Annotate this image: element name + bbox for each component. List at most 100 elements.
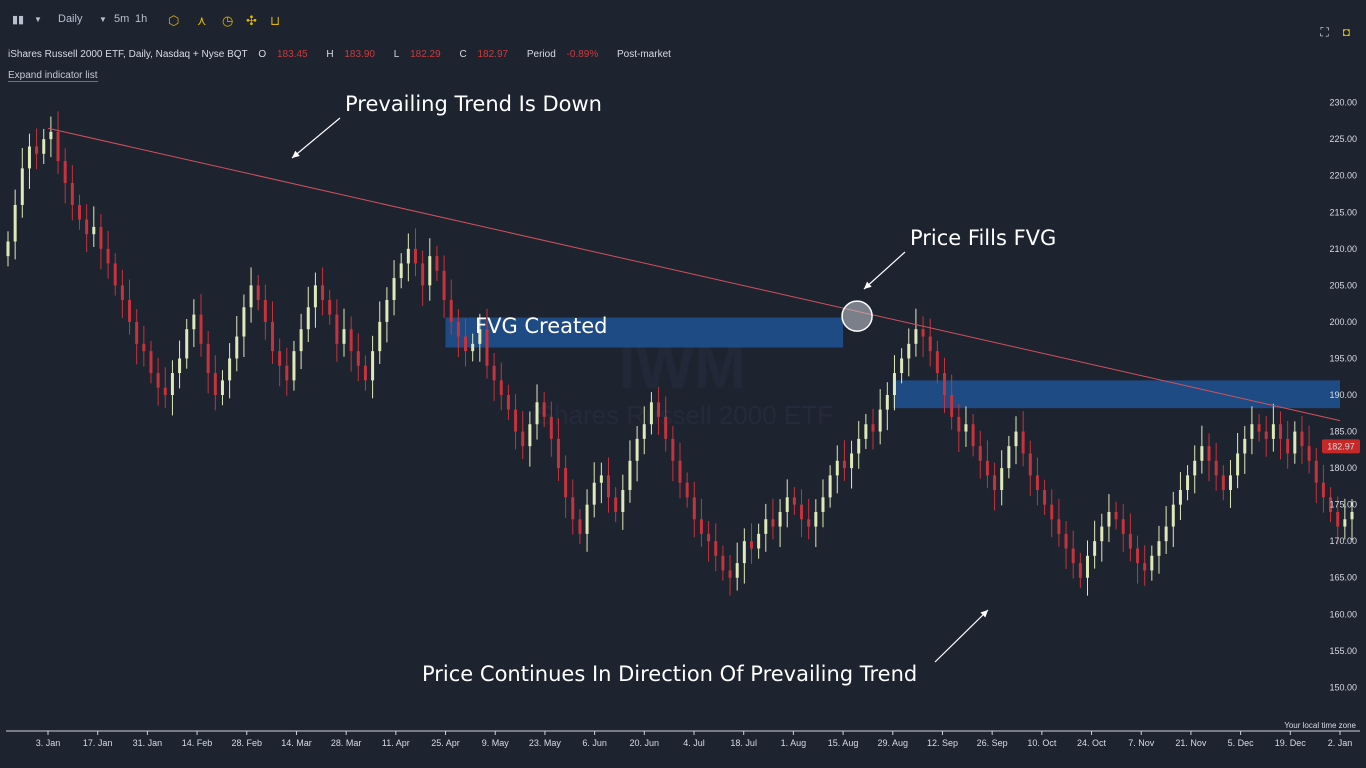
candle-body — [549, 416, 553, 439]
candle-body — [278, 351, 282, 366]
timezone-label[interactable]: Your local time zone — [1284, 721, 1356, 730]
settings-icon[interactable]: ◘ — [1342, 25, 1350, 39]
x-tick-label: 11. Apr — [382, 738, 410, 748]
candle-body — [1186, 475, 1190, 491]
chevron-down-icon[interactable]: ▼ — [34, 15, 42, 24]
session-label: Post-market — [617, 49, 671, 60]
candle-body — [1000, 468, 1004, 491]
expand-indicator-link[interactable]: Expand indicator list — [8, 70, 98, 82]
candle-body — [106, 248, 110, 264]
candle-body — [714, 541, 718, 556]
candle-body — [1050, 504, 1054, 520]
candle-body — [328, 299, 332, 315]
candle-body — [771, 519, 775, 527]
candle-body — [814, 511, 818, 527]
candle-body — [542, 402, 546, 417]
candle-body — [757, 533, 761, 549]
high-label: H 183.90 — [326, 49, 375, 60]
candle-body — [1271, 424, 1275, 439]
timeframe-select[interactable]: Daily — [58, 13, 83, 25]
candle-body — [528, 424, 532, 447]
candle-body — [657, 402, 661, 417]
candle-body — [199, 314, 203, 344]
candle-body — [635, 438, 639, 461]
candle-body — [1350, 511, 1354, 520]
timeframe-chevron-icon[interactable]: ▼ — [99, 15, 107, 24]
candle-body — [971, 424, 975, 447]
candle-body — [1236, 453, 1240, 476]
candle-body — [1200, 446, 1204, 461]
crosshair-icon[interactable]: ✣ — [246, 13, 257, 28]
y-tick-label: 195.00 — [1329, 353, 1357, 363]
candle-body — [49, 131, 53, 140]
candle-body — [871, 424, 875, 432]
candle-body — [1100, 526, 1104, 542]
candle-body — [792, 497, 796, 505]
candle-body — [728, 570, 732, 578]
window-controls: ⛶ ◘ — [1320, 25, 1350, 40]
candle-body — [385, 299, 389, 322]
fvg-zone — [445, 317, 844, 348]
candle-body — [907, 343, 911, 359]
candle-body — [785, 497, 789, 512]
x-tick-label: 10. Oct — [1027, 738, 1057, 748]
candle-body — [1286, 438, 1290, 454]
candle-body — [413, 248, 417, 264]
candle-body — [392, 278, 396, 300]
candle-body — [571, 497, 575, 520]
candle-body — [42, 139, 46, 154]
candle-body — [778, 511, 782, 527]
candle-body — [842, 460, 846, 469]
candle-body — [921, 329, 925, 337]
candle-body — [1221, 475, 1225, 491]
candle-body — [263, 299, 267, 322]
y-tick-label: 225.00 — [1329, 134, 1357, 144]
candle-body — [299, 329, 303, 352]
candle-body — [285, 365, 289, 381]
candle-body — [120, 285, 124, 300]
candle-body — [864, 424, 868, 439]
candle-layer — [6, 111, 1354, 596]
interval-5m[interactable]: 5m — [114, 13, 130, 25]
candle-body — [578, 519, 582, 534]
trendline[interactable] — [47, 127, 1341, 422]
candle-body — [1279, 424, 1283, 439]
candle-body — [92, 226, 96, 235]
candle-body — [1343, 519, 1347, 527]
candle-body — [471, 343, 475, 352]
candle-body — [621, 490, 625, 512]
annotation-price-fills: Price Fills FVG — [910, 226, 1056, 250]
candle-body — [892, 373, 896, 395]
candle-body — [128, 299, 132, 322]
chart-type-icon[interactable]: ▮▮ — [12, 14, 25, 26]
candle-body — [685, 482, 689, 498]
fullscreen-icon[interactable]: ⛶ — [1320, 25, 1329, 39]
candle-body — [1085, 555, 1089, 578]
indicator-icon[interactable]: ⬡ — [168, 13, 180, 28]
candle-body — [1021, 431, 1025, 454]
candle-body — [313, 285, 317, 308]
annotation-fvg-created: FVG Created — [475, 314, 608, 338]
x-tick-label: 20. Jun — [630, 738, 660, 748]
compare-icon[interactable]: ⊔ — [270, 13, 281, 28]
candle-body — [1035, 475, 1039, 491]
candle-body — [1228, 475, 1232, 491]
arrow-trend — [291, 117, 341, 159]
x-tick-label: 15. Aug — [828, 738, 859, 748]
candle-body — [742, 541, 746, 564]
y-tick-label: 185.00 — [1329, 427, 1357, 437]
candle-body — [671, 438, 675, 461]
candle-body — [1071, 548, 1075, 564]
candle-body — [935, 351, 939, 374]
x-tick-label: 14. Mar — [281, 738, 312, 748]
draw-icon[interactable]: ⋏ — [197, 13, 207, 28]
candle-body — [149, 351, 153, 374]
trend-layer — [47, 117, 1341, 663]
clock-icon[interactable]: ◷ — [222, 13, 234, 28]
candle-body — [456, 321, 460, 337]
interval-1h[interactable]: 1h — [135, 13, 148, 25]
candle-body — [85, 219, 89, 235]
candle-body — [485, 329, 489, 366]
candle-body — [242, 307, 246, 337]
